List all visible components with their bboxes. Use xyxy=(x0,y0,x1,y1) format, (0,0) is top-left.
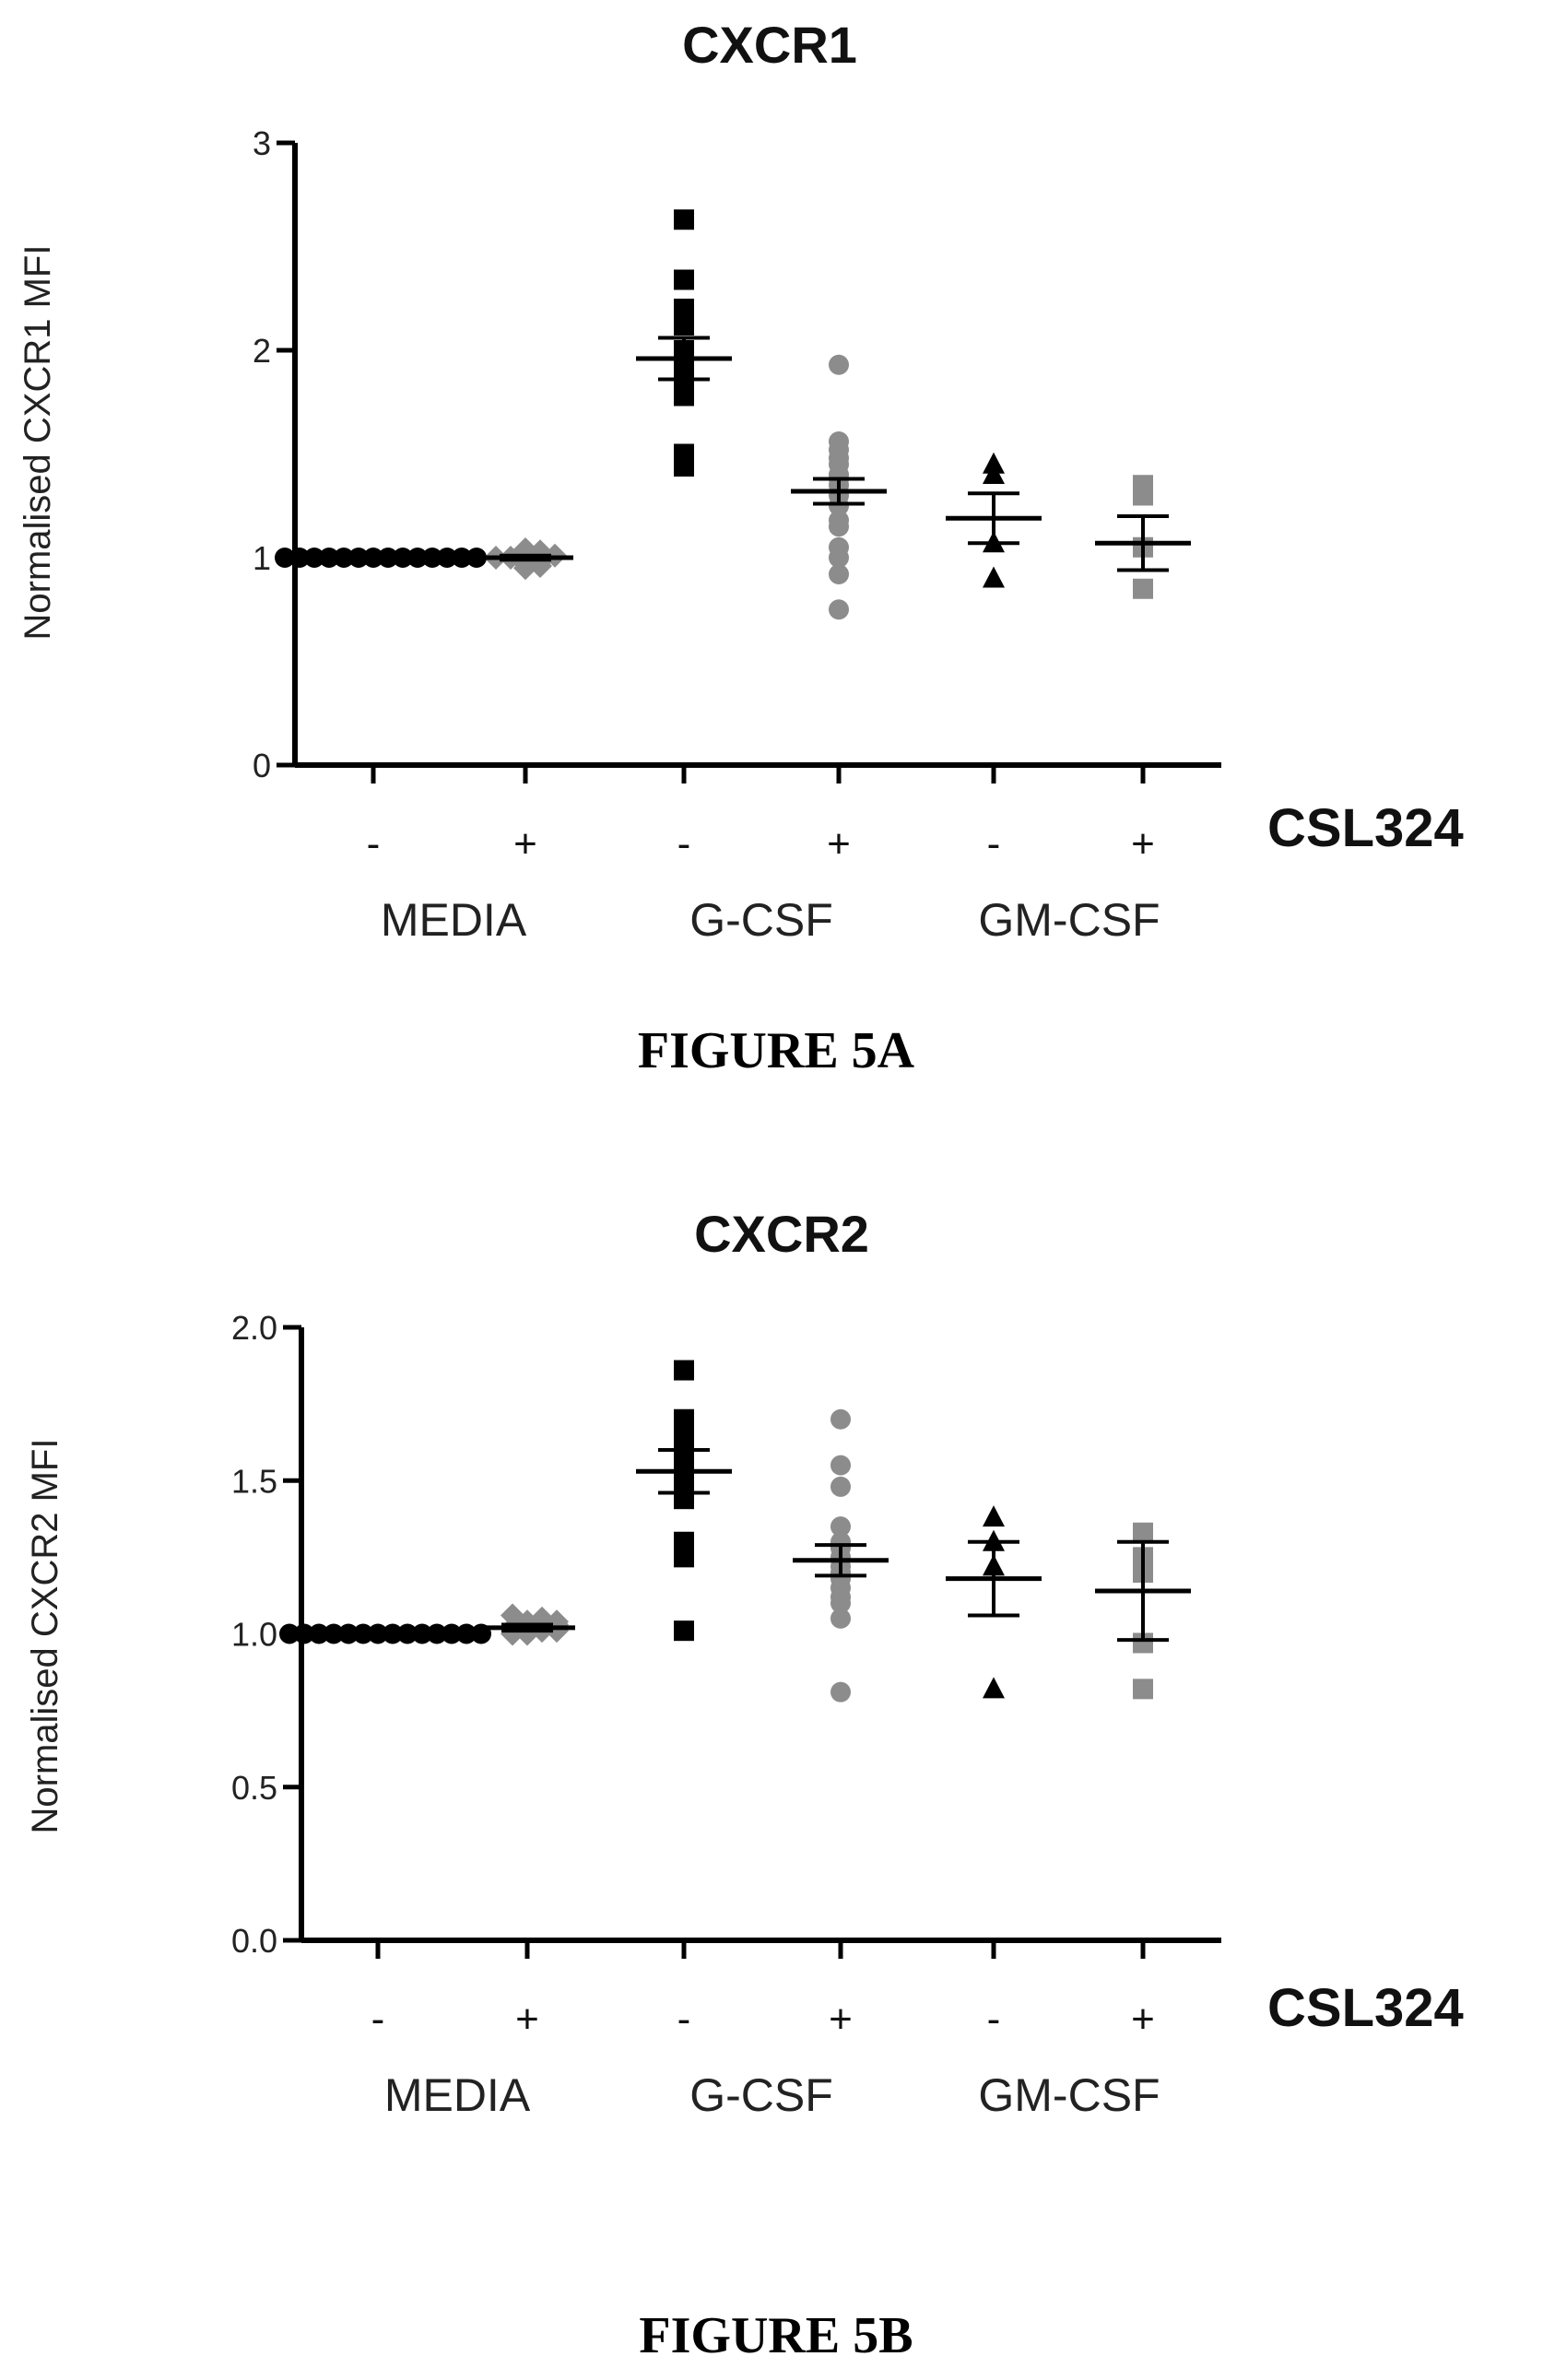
figure-caption: FIGURE 5B xyxy=(639,2307,913,2364)
data-point xyxy=(674,299,694,319)
data-point xyxy=(674,269,694,290)
data-point xyxy=(830,1681,851,1703)
y-axis-label: Normalised CXCR2 MFI xyxy=(25,1439,65,1834)
y-tick-label: 3 xyxy=(253,124,271,162)
data-point xyxy=(456,1623,477,1644)
data-point xyxy=(422,548,442,568)
data-point xyxy=(830,1455,851,1476)
treatment-label: CSL324 xyxy=(1267,798,1464,858)
data-point xyxy=(452,548,472,568)
data-point xyxy=(674,1424,694,1445)
chart-cxcr1: CXCR1 Normalised CXCR1 MFI 0 1 2 3 - + - + - + M… xyxy=(18,16,1464,1079)
group-label: GM-CSF xyxy=(978,2069,1160,2121)
data-point xyxy=(983,1677,1005,1699)
data-point xyxy=(674,385,694,406)
data-point xyxy=(674,209,694,230)
treatment-sign: + xyxy=(1131,821,1155,866)
data-point xyxy=(674,456,694,477)
treatment-sign: - xyxy=(987,821,1001,866)
data-point xyxy=(1133,485,1153,506)
y-tick-label: 2 xyxy=(253,332,271,370)
treatment-sign: + xyxy=(513,821,537,866)
data-point xyxy=(829,495,849,516)
y-tick-label: 0.0 xyxy=(231,1922,277,1960)
treatment-sign: + xyxy=(515,1997,539,2042)
treatment-label: CSL324 xyxy=(1267,1978,1464,2038)
data-point xyxy=(427,1623,447,1644)
y-axis-label: Normalised CXCR1 MFI xyxy=(18,245,58,641)
chart-cxcr2: CXCR2 Normalised CXCR2 MFI 0.0 0.5 1.0 1.5 2… xyxy=(25,1205,1464,2364)
data-point xyxy=(437,548,457,568)
treatment-sign: - xyxy=(677,821,691,866)
data-point xyxy=(674,1360,694,1381)
data-point xyxy=(983,1505,1005,1527)
data-point xyxy=(466,548,487,568)
group-label: MEDIA xyxy=(381,894,527,946)
y-tick-label: 1.0 xyxy=(231,1616,277,1654)
data-point xyxy=(674,1408,694,1430)
data-point xyxy=(983,566,1005,588)
data-point xyxy=(309,1623,329,1644)
treatment-sign: - xyxy=(677,1997,691,2042)
data-point xyxy=(279,1623,300,1644)
y-tick-label: 2.0 xyxy=(231,1309,277,1347)
data-point xyxy=(1133,1632,1153,1654)
treatment-sign: + xyxy=(1131,1997,1155,2042)
data-point xyxy=(275,548,295,568)
data-point xyxy=(1133,578,1153,599)
figure-caption: FIGURE 5A xyxy=(638,1022,915,1079)
chart-title: CXCR1 xyxy=(682,16,857,74)
treatment-sign: - xyxy=(987,1997,1001,2042)
group-label: GM-CSF xyxy=(978,894,1160,946)
group-label: G-CSF xyxy=(689,894,833,946)
treatment-sign: + xyxy=(829,1997,853,2042)
data-point xyxy=(983,463,1005,484)
data-point xyxy=(829,564,849,584)
y-tick-label: 1.5 xyxy=(231,1462,277,1500)
data-point xyxy=(442,1623,462,1644)
group-label: MEDIA xyxy=(384,2069,531,2121)
data-point xyxy=(294,1623,314,1644)
data-point xyxy=(830,1608,851,1629)
treatment-sign: - xyxy=(367,821,381,866)
data-point xyxy=(289,548,310,568)
treatment-sign: - xyxy=(371,1997,385,2042)
treatment-sign: + xyxy=(827,821,851,866)
data-point xyxy=(830,1593,851,1614)
y-tick-label: 0 xyxy=(253,747,271,784)
data-point xyxy=(674,1531,694,1552)
data-point xyxy=(674,1547,694,1568)
data-point xyxy=(830,1476,851,1497)
y-tick-label: 0.5 xyxy=(231,1769,277,1807)
y-tick-label: 1 xyxy=(253,539,271,577)
data-point xyxy=(1133,1679,1153,1700)
data-point xyxy=(830,1408,851,1430)
data-point xyxy=(829,516,849,537)
data-point xyxy=(829,548,849,568)
data-point xyxy=(674,315,694,336)
data-point xyxy=(304,548,324,568)
data-point xyxy=(829,354,849,375)
data-point xyxy=(674,1620,694,1642)
data-point xyxy=(1133,1522,1153,1543)
chart-title: CXCR2 xyxy=(694,1205,869,1263)
data-point xyxy=(829,599,849,620)
group-label: G-CSF xyxy=(689,2069,833,2121)
data-point xyxy=(501,1603,524,1628)
data-point xyxy=(830,1516,851,1538)
